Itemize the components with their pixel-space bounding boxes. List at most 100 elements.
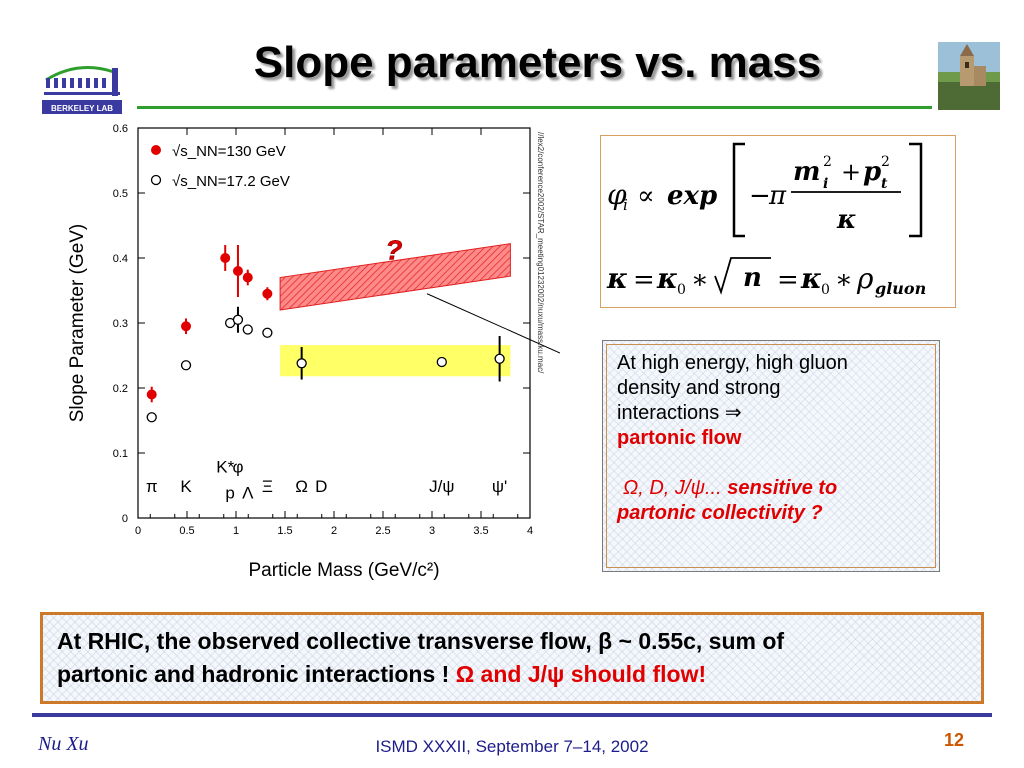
svg-text:0: 0 — [677, 282, 686, 298]
data-point-130 — [262, 288, 273, 299]
data-point-17 — [494, 353, 505, 364]
particle-label: p — [225, 484, 234, 503]
partonic-flow-text: partonic flow — [617, 427, 742, 449]
x-tick-label: 1 — [233, 525, 239, 537]
slide-title: Slope parameters vs. mass — [253, 38, 822, 87]
data-point-17 — [262, 327, 273, 338]
x-tick-label: 0 — [135, 525, 141, 537]
note-line: interactions ⇒ — [617, 402, 742, 424]
svg-text:κ: κ — [656, 262, 678, 295]
svg-text:t: t — [881, 176, 888, 192]
data-point-130 — [220, 253, 231, 263]
file-path-text: //lex2/conference2002/STAR_meeting012320… — [536, 132, 545, 374]
particle-label: J/ψ — [429, 477, 454, 496]
slope-formula-icon: φ i ∝ exp − π m 2 i + p 2 t κ κ = κ 0 ∗ … — [606, 142, 926, 298]
note-line: density and strong — [617, 377, 781, 399]
svg-text:∗: ∗ — [691, 265, 709, 295]
svg-text:gluon: gluon — [875, 279, 926, 298]
particle-label: φ — [232, 458, 243, 477]
svg-text:2: 2 — [881, 154, 890, 170]
hadronic-band — [280, 345, 511, 377]
particle-label: K — [180, 477, 192, 496]
svg-text:κ: κ — [800, 262, 822, 295]
y-tick-label: 0.6 — [113, 123, 128, 135]
data-point-17 — [296, 358, 307, 369]
collectivity-text: partonic collectivity ? — [617, 502, 823, 524]
svg-text:p: p — [863, 157, 881, 187]
svg-text:φ: φ — [607, 178, 627, 211]
conference-info: ISMD XXXII, September 7–14, 2002 — [375, 737, 649, 756]
x-tick-label: 3.5 — [473, 525, 488, 537]
data-point-130 — [232, 266, 243, 276]
svg-text:exp: exp — [667, 181, 717, 211]
summary-box: At RHIC, the observed collective transve… — [40, 612, 984, 704]
sensitive-text: sensitive to — [727, 477, 838, 499]
footer-divider — [32, 713, 992, 717]
particle-label: K* — [216, 458, 234, 477]
svg-text:−: − — [749, 181, 771, 211]
summary-line-1: At RHIC, the observed collective transve… — [57, 628, 785, 654]
x-tick-label: 4 — [527, 525, 533, 537]
page-number: 12 — [944, 730, 965, 750]
data-point-130 — [242, 272, 253, 283]
legend-label: √s_NN=17.2 GeV — [172, 173, 290, 190]
svg-text:0: 0 — [821, 282, 830, 298]
data-point-130 — [181, 321, 192, 332]
svg-text:m: m — [793, 157, 821, 187]
x-tick-label: 1.5 — [277, 525, 292, 537]
particle-label: ψ' — [492, 477, 507, 496]
berkeley-lab-logo: BERKELEY LAB — [42, 66, 122, 114]
callout-line — [426, 293, 560, 354]
particle-label: Ω — [295, 477, 308, 496]
svg-text:+: + — [841, 158, 861, 186]
svg-text:2: 2 — [823, 154, 832, 170]
castle-photo — [938, 42, 1000, 110]
svg-text:ρ: ρ — [856, 262, 874, 295]
legend-marker — [150, 174, 162, 186]
slope-chart: 0 0.5 1 1.5 2 2.5 3 3.5 4 0 0.1 0.2 0.3 0.4 0.5 0.6 ? π… — [67, 123, 560, 581]
svg-text:i: i — [623, 196, 628, 214]
particle-label: Λ — [242, 484, 254, 503]
title-underline — [137, 106, 932, 109]
y-tick-label: 0.5 — [113, 188, 128, 200]
note-box: At high energy, high gluon density and s… — [602, 340, 940, 572]
y-tick-label: 0 — [122, 513, 128, 525]
y-axis-label: Slope Parameter (GeV) — [67, 224, 88, 423]
svg-text:BERKELEY LAB: BERKELEY LAB — [51, 104, 113, 113]
x-tick-label: 2.5 — [375, 525, 390, 537]
svg-text:=: = — [633, 265, 655, 295]
data-point-17 — [436, 356, 447, 368]
x-tick-label: 3 — [429, 525, 435, 537]
partonic-band — [279, 243, 511, 311]
particle-list-text: Ω, D, J/ψ... — [623, 477, 722, 499]
svg-text:∗: ∗ — [835, 265, 853, 295]
particle-label: D — [315, 477, 327, 496]
particle-label: π — [146, 477, 158, 496]
y-tick-label: 0.2 — [113, 383, 128, 395]
particle-label: Ξ — [262, 477, 273, 496]
question-mark: ? — [385, 235, 402, 266]
y-tick-label: 0.1 — [113, 448, 128, 460]
svg-text:π: π — [768, 181, 787, 211]
legend-label: √s_NN=130 GeV — [172, 143, 286, 160]
data-point-17 — [146, 412, 157, 423]
summary-line-2: partonic and hadronic interactions ! — [57, 661, 450, 687]
x-axis-label: Particle Mass (GeV/c²) — [248, 560, 439, 581]
author-name: Nu Xu — [38, 733, 89, 755]
svg-text:=: = — [777, 265, 799, 295]
svg-text:κ: κ — [836, 205, 857, 235]
formula-box: φ i ∝ exp − π m 2 i + p 2 t κ κ = κ 0 ∗ … — [600, 135, 956, 308]
data-point-130 — [146, 389, 157, 400]
svg-text:i: i — [823, 176, 828, 192]
y-tick-label: 0.3 — [113, 318, 128, 330]
svg-text:∝: ∝ — [637, 181, 655, 211]
summary-highlight: Ω and J/ψ should flow! — [455, 661, 707, 687]
x-tick-label: 2 — [331, 525, 337, 537]
x-tick-label: 0.5 — [179, 525, 194, 537]
y-tick-label: 0.4 — [113, 253, 128, 265]
note-line: At high energy, high gluon — [617, 352, 848, 374]
data-point-17 — [232, 314, 244, 325]
svg-text:κ: κ — [606, 262, 628, 295]
data-point-17 — [180, 360, 192, 371]
legend-marker — [151, 145, 161, 155]
